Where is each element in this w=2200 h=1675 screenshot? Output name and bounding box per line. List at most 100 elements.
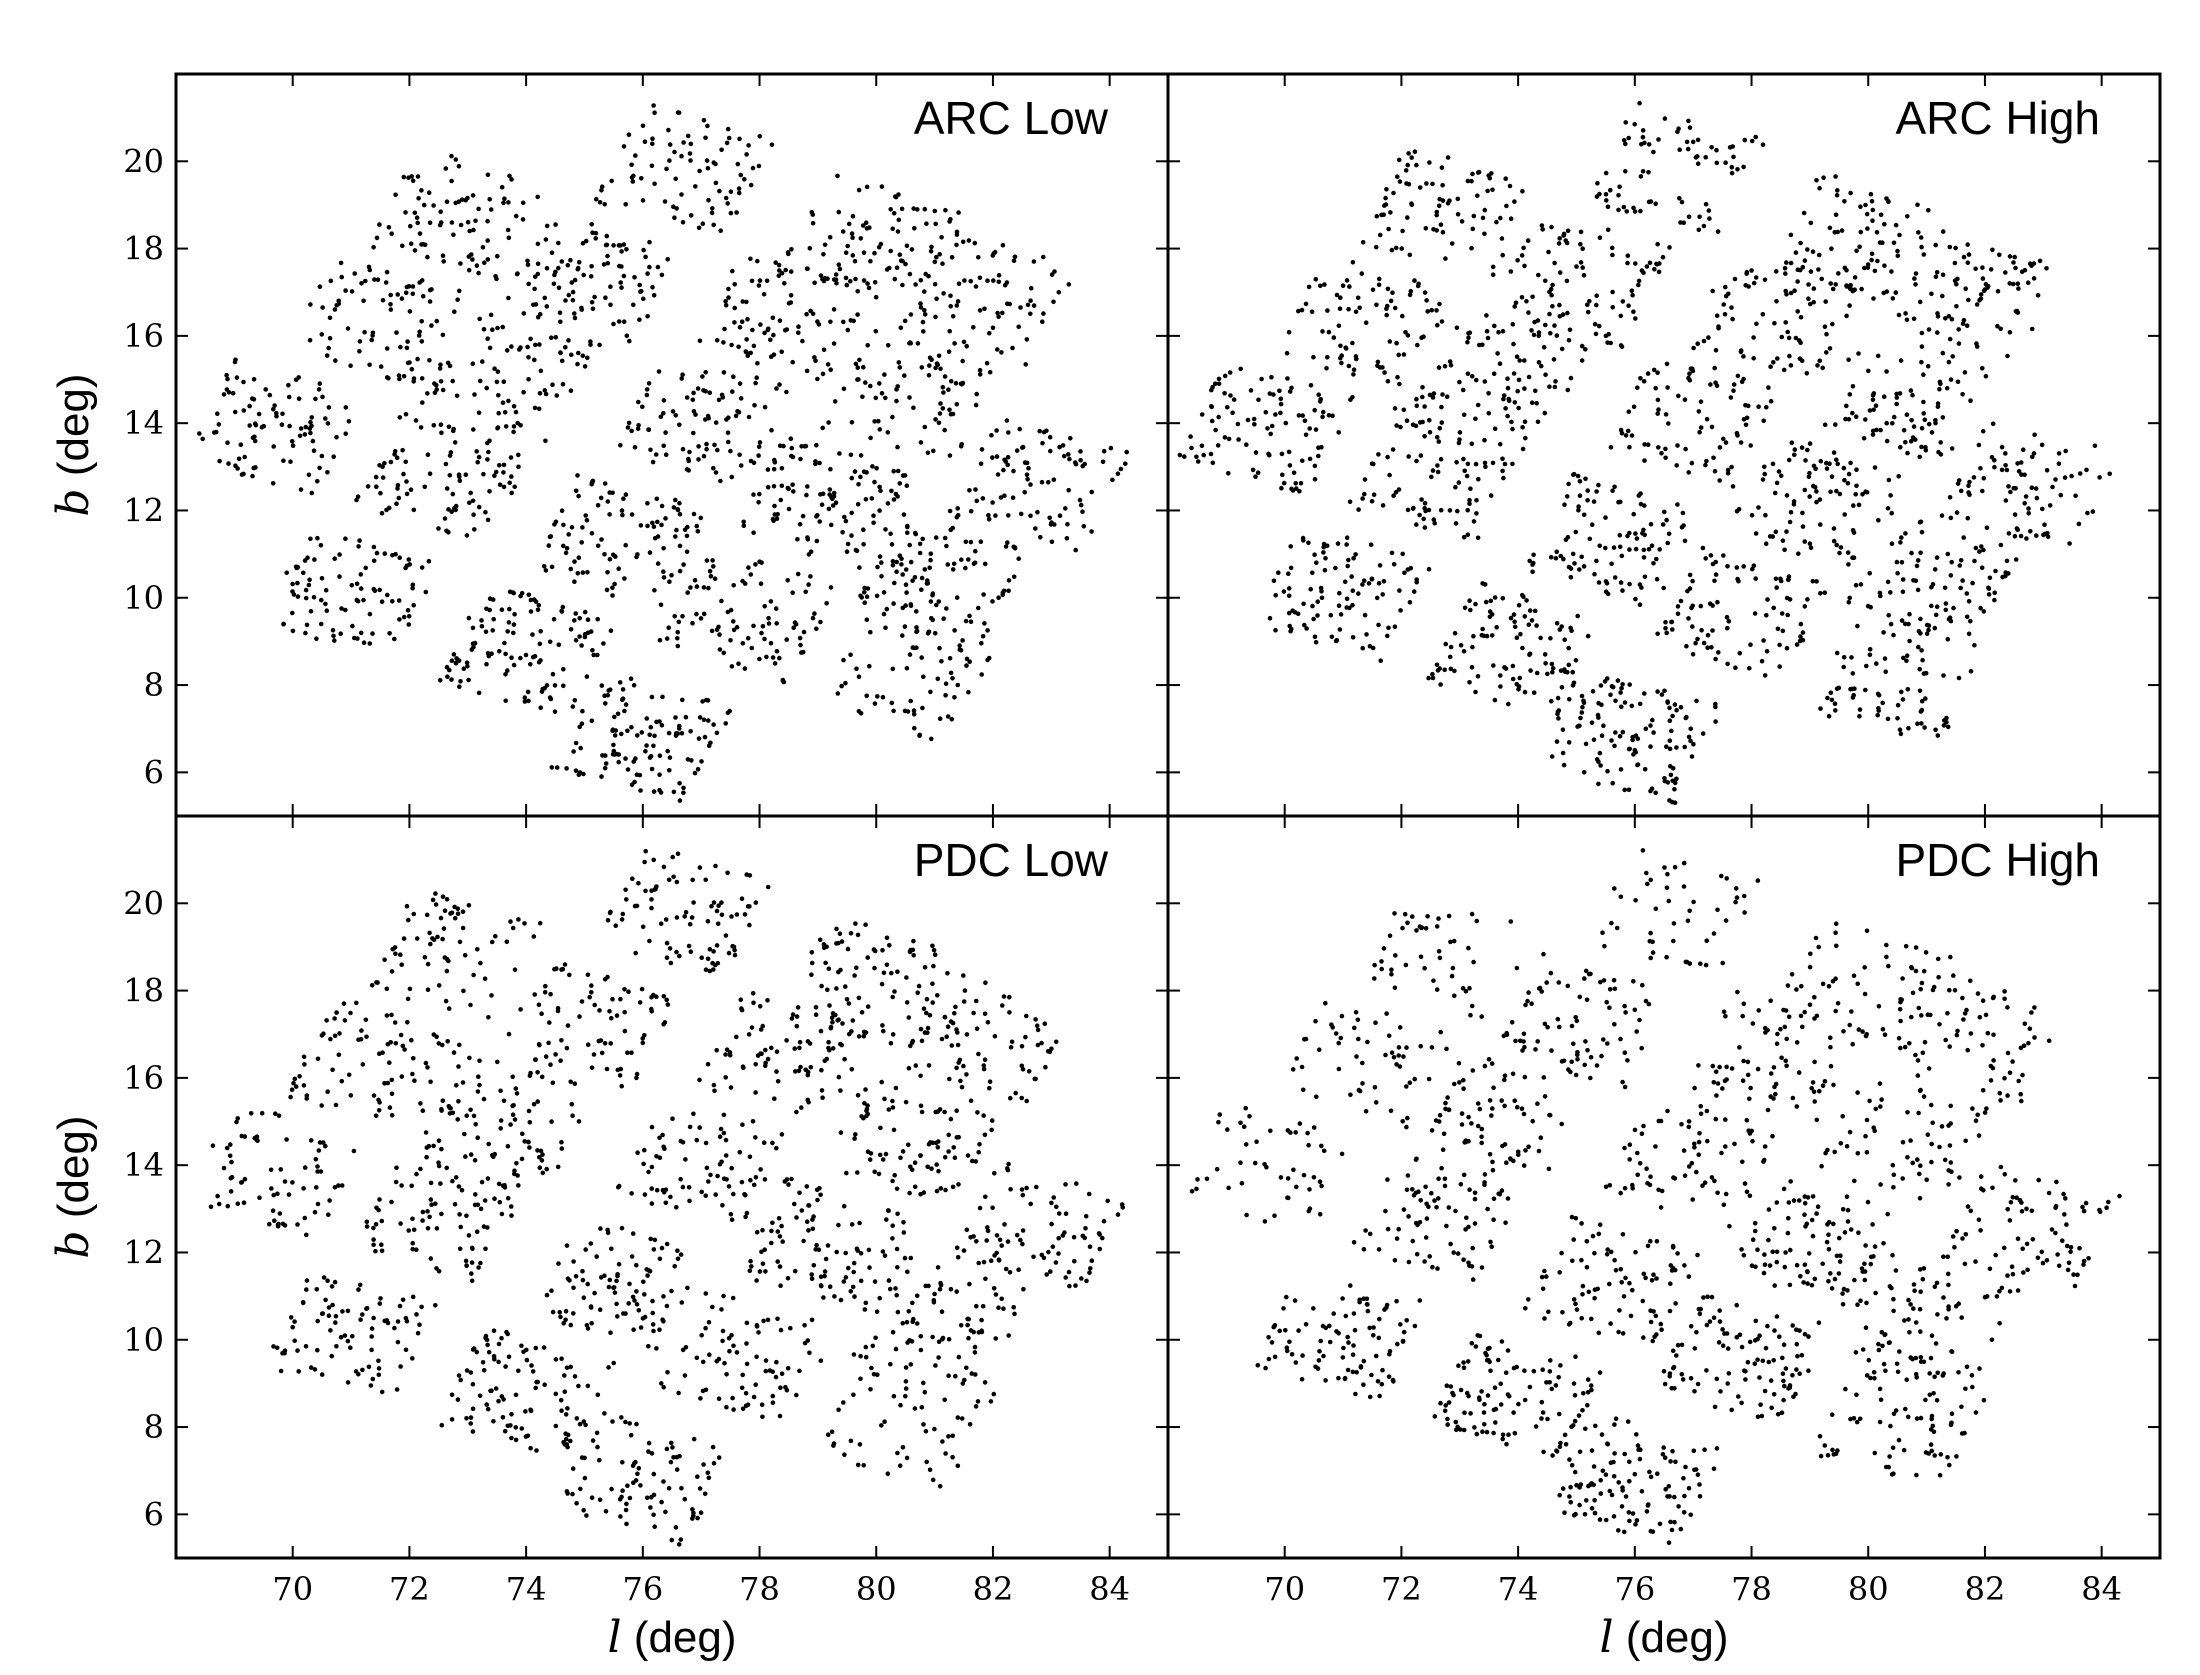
data-point [1764, 404, 1769, 410]
data-point [932, 281, 938, 287]
data-point [442, 516, 448, 521]
data-point [290, 628, 296, 634]
data-point [1753, 531, 1759, 536]
data-point [649, 694, 655, 700]
data-point [1924, 631, 1930, 636]
data-point [1798, 634, 1803, 639]
data-point [868, 435, 873, 441]
data-point [436, 983, 442, 988]
data-point [914, 645, 919, 650]
data-point [543, 237, 549, 242]
data-point [1477, 342, 1482, 348]
data-point [966, 689, 971, 695]
data-point [746, 1032, 752, 1037]
data-point [359, 281, 364, 286]
data-point [1835, 461, 1840, 467]
data-point [1579, 554, 1584, 560]
data-point [1929, 291, 1934, 297]
data-point [1512, 199, 1517, 204]
data-point [1654, 556, 1659, 562]
data-point [1661, 585, 1666, 591]
data-point [1336, 323, 1342, 329]
data-point [1743, 402, 1748, 408]
data-point [458, 679, 463, 684]
data-point [503, 651, 508, 657]
data-point [858, 236, 864, 241]
data-point [1921, 399, 1926, 405]
data-point [407, 309, 413, 314]
data-point [1917, 299, 1923, 305]
data-point [1817, 358, 1822, 364]
data-point [711, 949, 716, 954]
data-point [1807, 541, 1813, 546]
data-point [1820, 365, 1825, 371]
data-point [890, 226, 895, 231]
data-point [585, 617, 591, 622]
data-point [415, 174, 421, 179]
data-point [514, 1091, 520, 1096]
data-point [774, 1145, 779, 1151]
data-point [1516, 603, 1522, 608]
data-point [624, 333, 630, 339]
data-point [224, 372, 229, 378]
data-point [445, 360, 451, 366]
data-point [828, 1025, 834, 1031]
data-point [710, 206, 715, 211]
data-point [502, 410, 508, 415]
data-point [1808, 269, 1814, 274]
data-point [956, 210, 961, 215]
data-point [1763, 512, 1768, 518]
data-point [1860, 492, 1865, 497]
data-point [933, 365, 938, 371]
data-point [1291, 470, 1297, 476]
data-point [629, 175, 635, 180]
data-point [782, 328, 788, 333]
data-point [456, 163, 462, 169]
data-point [1494, 625, 1499, 630]
data-point [722, 326, 727, 332]
data-point [1302, 418, 1308, 424]
data-point [934, 602, 939, 608]
data-point [1687, 586, 1693, 591]
data-point [914, 628, 920, 634]
data-point [1612, 743, 1617, 749]
data-point [1427, 430, 1433, 435]
data-point [1469, 665, 1475, 670]
data-point [1397, 179, 1403, 184]
data-point [349, 289, 355, 294]
data-point [336, 1052, 342, 1058]
data-point [1521, 594, 1526, 600]
data-point [1568, 574, 1574, 580]
data-point [1394, 423, 1399, 428]
data-point [528, 662, 533, 667]
data-point [370, 333, 375, 338]
data-point [608, 1330, 613, 1335]
data-point [1031, 259, 1037, 264]
data-point [828, 522, 834, 528]
data-point [625, 728, 630, 734]
data-point [744, 152, 749, 157]
data-point [1649, 543, 1655, 548]
data-point [892, 276, 898, 282]
data-point [1737, 650, 1743, 656]
data-point [1346, 557, 1351, 563]
data-point [862, 590, 867, 595]
data-point [2008, 489, 2013, 495]
data-point [652, 181, 657, 187]
data-point [932, 208, 938, 214]
data-point [358, 572, 364, 577]
data-point [1655, 631, 1660, 637]
data-point [1273, 412, 1278, 417]
data-point [312, 1209, 318, 1215]
data-point [883, 1151, 889, 1157]
data-point [1973, 266, 1978, 272]
data-point [942, 1109, 947, 1115]
data-point [709, 210, 715, 216]
data-point [342, 1018, 348, 1023]
data-point [652, 110, 657, 115]
data-point [1553, 379, 1558, 384]
data-point [1519, 253, 1525, 258]
data-point [447, 473, 453, 478]
data-point [1774, 480, 1780, 486]
